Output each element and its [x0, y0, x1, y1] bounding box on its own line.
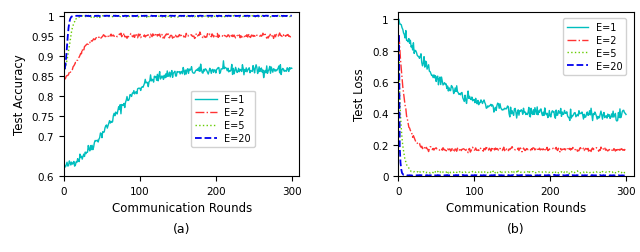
E=1 [196, 71, 204, 74]
E=2 [288, 35, 296, 38]
E=1 [531, 113, 538, 116]
E=2 [195, 35, 203, 38]
Line: E=1: E=1 [399, 20, 626, 121]
E=5 [102, 15, 109, 18]
E=1 [622, 113, 630, 116]
E=2 [253, 35, 260, 38]
Text: (a): (a) [173, 222, 191, 235]
E=20 [602, 174, 609, 177]
E=1 [220, 60, 227, 63]
Line: E=2: E=2 [399, 36, 626, 153]
E=1 [529, 109, 537, 112]
E=2 [268, 35, 275, 38]
E=20 [622, 174, 630, 177]
E=5 [288, 16, 296, 19]
E=5 [197, 16, 205, 19]
E=20 [396, 146, 404, 149]
E=2 [622, 148, 630, 151]
E=2 [396, 47, 404, 50]
E=20 [395, 35, 403, 38]
E=2 [200, 36, 208, 39]
E=5 [622, 171, 630, 174]
E=20 [531, 174, 538, 177]
Line: E=20: E=20 [65, 17, 292, 70]
E=5 [200, 16, 208, 19]
E=2 [531, 147, 538, 150]
E=20 [588, 174, 595, 177]
Y-axis label: Test Accuracy: Test Accuracy [13, 54, 26, 135]
E=20 [515, 175, 523, 178]
E=1 [601, 117, 609, 120]
E=5 [61, 67, 69, 70]
Line: E=20: E=20 [399, 36, 626, 176]
E=5 [61, 68, 68, 71]
E=1 [197, 63, 205, 66]
E=5 [253, 15, 260, 18]
E=2 [464, 151, 472, 154]
E=2 [602, 149, 609, 152]
E=5 [396, 98, 404, 101]
E=2 [197, 34, 205, 37]
E=1 [61, 165, 68, 168]
Y-axis label: Test Loss: Test Loss [353, 68, 367, 121]
X-axis label: Communication Rounds: Communication Rounds [111, 202, 252, 214]
E=1 [395, 19, 403, 22]
E=5 [588, 171, 595, 174]
E=1 [288, 68, 296, 71]
E=1 [613, 120, 621, 123]
Line: E=5: E=5 [399, 52, 626, 174]
E=5 [602, 171, 609, 174]
E=20 [61, 69, 68, 72]
E=20 [61, 63, 69, 66]
E=1 [200, 70, 208, 73]
E=1 [268, 69, 276, 72]
E=2 [531, 149, 539, 152]
E=20 [196, 15, 204, 18]
E=1 [61, 166, 69, 169]
E=2 [196, 31, 204, 34]
Legend: E=1, E=2, E=5, E=20: E=1, E=2, E=5, E=20 [191, 91, 255, 147]
E=20 [200, 15, 208, 18]
E=1 [254, 73, 262, 76]
Line: E=2: E=2 [65, 33, 292, 80]
E=5 [395, 50, 403, 53]
E=5 [268, 16, 275, 19]
E=20 [197, 15, 205, 18]
E=20 [288, 15, 296, 18]
E=2 [588, 150, 595, 153]
E=20 [84, 15, 92, 18]
E=1 [534, 114, 542, 117]
Line: E=1: E=1 [65, 61, 292, 167]
Legend: E=1, E=2, E=5, E=20: E=1, E=2, E=5, E=20 [563, 19, 627, 75]
E=1 [586, 114, 594, 117]
E=5 [534, 171, 542, 174]
Text: (b): (b) [507, 222, 525, 235]
E=20 [253, 15, 260, 18]
E=2 [395, 35, 403, 38]
E=2 [535, 150, 543, 153]
E=5 [531, 171, 538, 174]
E=5 [196, 16, 204, 19]
X-axis label: Communication Rounds: Communication Rounds [446, 202, 586, 214]
E=20 [268, 15, 275, 18]
E=20 [531, 174, 539, 177]
E=1 [63, 164, 70, 167]
Line: E=5: E=5 [65, 17, 292, 70]
E=5 [565, 172, 573, 175]
E=1 [396, 23, 404, 26]
E=2 [61, 78, 69, 81]
E=2 [61, 78, 68, 81]
E=20 [535, 174, 543, 177]
E=5 [529, 171, 537, 174]
